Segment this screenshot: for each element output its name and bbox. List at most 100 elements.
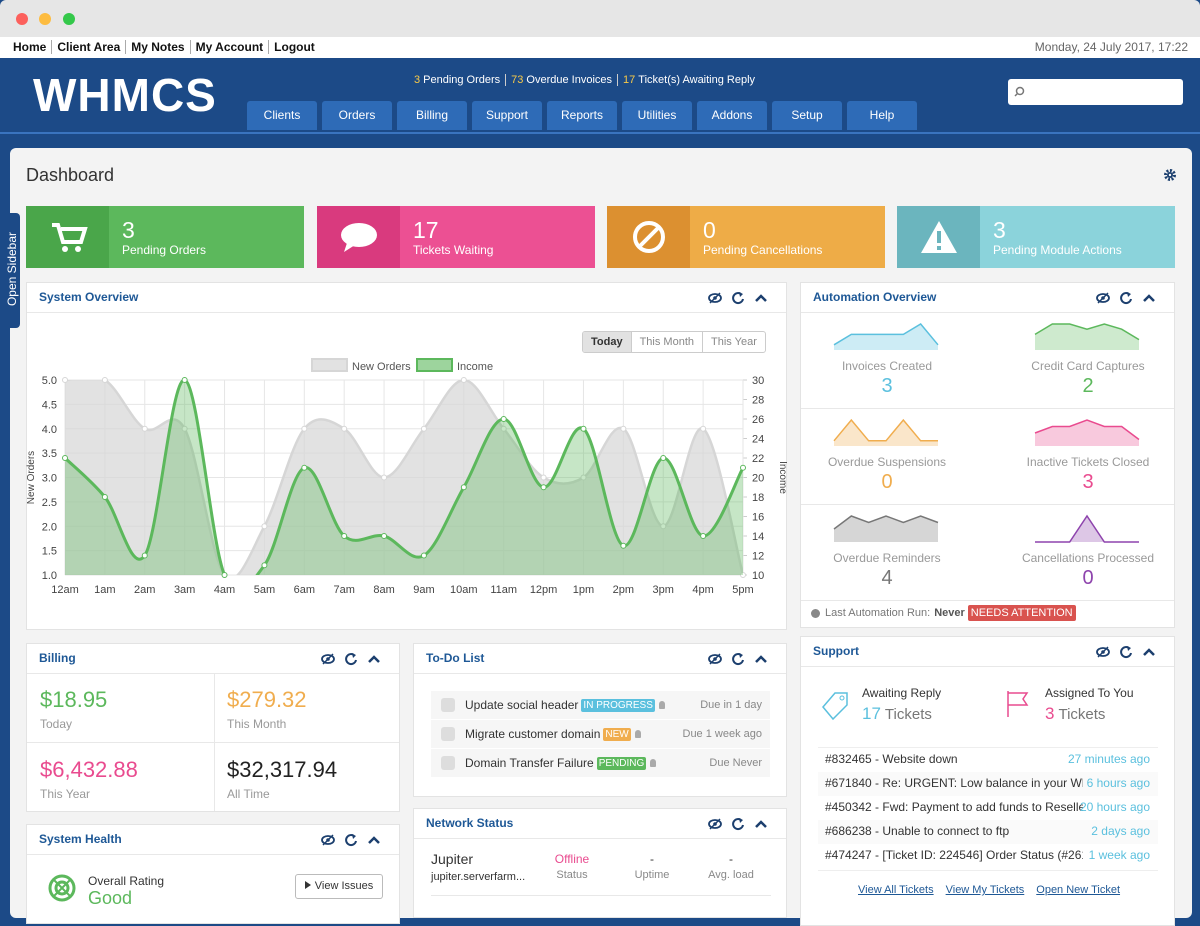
alert-count: 17 [623, 74, 636, 86]
todo-item: Domain Transfer Failure PENDING Due Never [431, 749, 770, 778]
view-issues-label: View Issues [314, 880, 374, 892]
row-divider [801, 600, 1174, 601]
panel-tools[interactable] [708, 291, 768, 305]
ticket-subject[interactable]: #686238 - Unable to connect to ftp [825, 824, 1010, 838]
support-links: View All Tickets View My Tickets Open New … [858, 884, 1132, 896]
stat-box[interactable]: 0 Pending Cancellations [607, 206, 885, 268]
menu-tab[interactable]: Help [847, 101, 917, 130]
stat-icon [607, 206, 690, 268]
awaiting-count: 17 Tickets [862, 704, 932, 724]
menu-tab[interactable]: Support [472, 101, 542, 130]
stat-box[interactable]: 3 Pending Module Actions [897, 206, 1175, 268]
panel-tools[interactable] [321, 652, 381, 666]
range-button[interactable]: This Year [702, 332, 765, 352]
billing-cell [214, 743, 399, 811]
panel-tools[interactable] [1096, 291, 1156, 305]
todo-checkbox[interactable] [441, 727, 455, 741]
alert-text: Overdue Invoices [526, 74, 613, 86]
awaiting-label: Awaiting Reply [862, 686, 942, 700]
user-icon [634, 730, 641, 738]
panel-tools[interactable] [1096, 645, 1156, 659]
todo-checkbox[interactable] [441, 698, 455, 712]
ticket-subject[interactable]: #832465 - Website down [825, 752, 958, 766]
search-box[interactable] [1008, 79, 1183, 105]
todo-due: Due 1 week ago [682, 728, 763, 740]
support-link[interactable]: Open New Ticket [1036, 884, 1121, 896]
panel-tools-wrap [321, 833, 381, 852]
top-link[interactable]: Client Area [51, 40, 125, 54]
menu-tab[interactable]: Addons [697, 101, 767, 130]
panel-header: Support [801, 637, 1174, 667]
top-link[interactable]: My Notes [125, 40, 189, 54]
ticket-row [818, 820, 1158, 844]
stat-count: 3 [122, 217, 135, 243]
stat-icon-graphic [919, 217, 959, 262]
billing-amount: $32,317.94 [227, 757, 338, 782]
stat-icon [26, 206, 109, 268]
automation-footer: Last Automation Run: Never NEEDS ATTENTION [811, 605, 1076, 621]
ban-icon [633, 221, 665, 253]
menu-tab[interactable]: Utilities [622, 101, 692, 130]
menu-tab[interactable]: Clients [247, 101, 317, 130]
menu-tab[interactable]: Setup [772, 101, 842, 130]
automation-label: Inactive Tickets Closed [1026, 455, 1150, 469]
stat-box[interactable]: 3 Pending Orders [26, 206, 304, 268]
billing-label: This Month [227, 717, 287, 731]
alert[interactable]: 3 Pending Orders [414, 74, 505, 86]
panel: Network Status Jupiter jupiter.serverfarm.… [413, 808, 787, 918]
user-icon [650, 759, 657, 767]
stat-box[interactable]: 17 Tickets Waiting [317, 206, 595, 268]
panel-title: Automation Overview [813, 290, 937, 304]
panel-title: Support [813, 644, 859, 658]
awaiting-unit: Tickets [884, 706, 932, 723]
panel-tools[interactable] [321, 833, 381, 847]
server-load-label: Avg. load [708, 869, 754, 881]
sidebar-toggle-label: Open Sidebar [5, 231, 19, 307]
panel-tools[interactable] [708, 652, 768, 666]
todo-checkbox[interactable] [441, 756, 455, 770]
alert[interactable]: 17 Ticket(s) Awaiting Reply [617, 74, 760, 86]
menu-tab[interactable]: Reports [547, 101, 617, 130]
support-link[interactable]: View My Tickets [945, 884, 1025, 896]
menu-tab[interactable]: Billing [397, 101, 467, 130]
zoom-button[interactable] [63, 13, 75, 25]
view-issues-button[interactable]: View Issues [295, 874, 383, 899]
todo-due: Due in 1 day [700, 699, 762, 711]
panel-tools[interactable] [708, 817, 768, 831]
stat-label: Pending Module Actions [993, 243, 1122, 257]
top-links: Home Client Area My Notes My Account Logout [13, 40, 320, 54]
todo-due: Due Never [709, 757, 762, 769]
stat-count: 17 [413, 217, 439, 243]
ticket-subject[interactable]: #671840 - Re: URGENT: Low balance in you… [825, 776, 1083, 790]
automation-value: 0 [881, 471, 893, 493]
minimize-button[interactable] [39, 13, 51, 25]
stat-icon [317, 206, 400, 268]
sidebar-toggle[interactable]: Open Sidebar [4, 213, 20, 328]
settings-icon[interactable] [1163, 168, 1177, 182]
stat-icon-graphic [48, 217, 88, 262]
support-link[interactable]: View All Tickets [858, 884, 934, 896]
arrow-icon [304, 881, 311, 889]
top-link[interactable]: My Account [189, 40, 269, 54]
stat-label: Tickets Waiting [413, 243, 494, 257]
stat-label: Pending Cancellations [703, 243, 823, 257]
alert-count: 73 [511, 74, 524, 86]
top-link[interactable]: Home [13, 40, 47, 54]
alert[interactable]: 73 Overdue Invoices [505, 74, 617, 86]
ticket-age: 1 week ago [1088, 848, 1150, 862]
billing-amount: $18.95 [40, 687, 108, 712]
range-button[interactable]: Today [583, 332, 631, 352]
panel: Automation Overview Invoices Created 3 Cred… [800, 282, 1175, 628]
panel-tools-wrap [1096, 291, 1156, 310]
close-button[interactable] [16, 13, 28, 25]
panel: System Health Overall Rating Good View Issu… [26, 824, 400, 924]
awaiting-number: 17 [862, 704, 881, 723]
top-link[interactable]: Logout [268, 40, 320, 54]
range-button[interactable]: This Month [630, 332, 702, 352]
warning-icon [921, 221, 957, 253]
menu-tab[interactable]: Orders [322, 101, 392, 130]
ticket-subject[interactable]: #450342 - Fwd: Payment to add funds to R… [825, 800, 1083, 814]
automation-value: 0 [1082, 567, 1094, 589]
automation-value: 3 [881, 375, 893, 397]
ticket-subject[interactable]: #474247 - [Ticket ID: 224546] Order Stat… [825, 848, 1083, 862]
